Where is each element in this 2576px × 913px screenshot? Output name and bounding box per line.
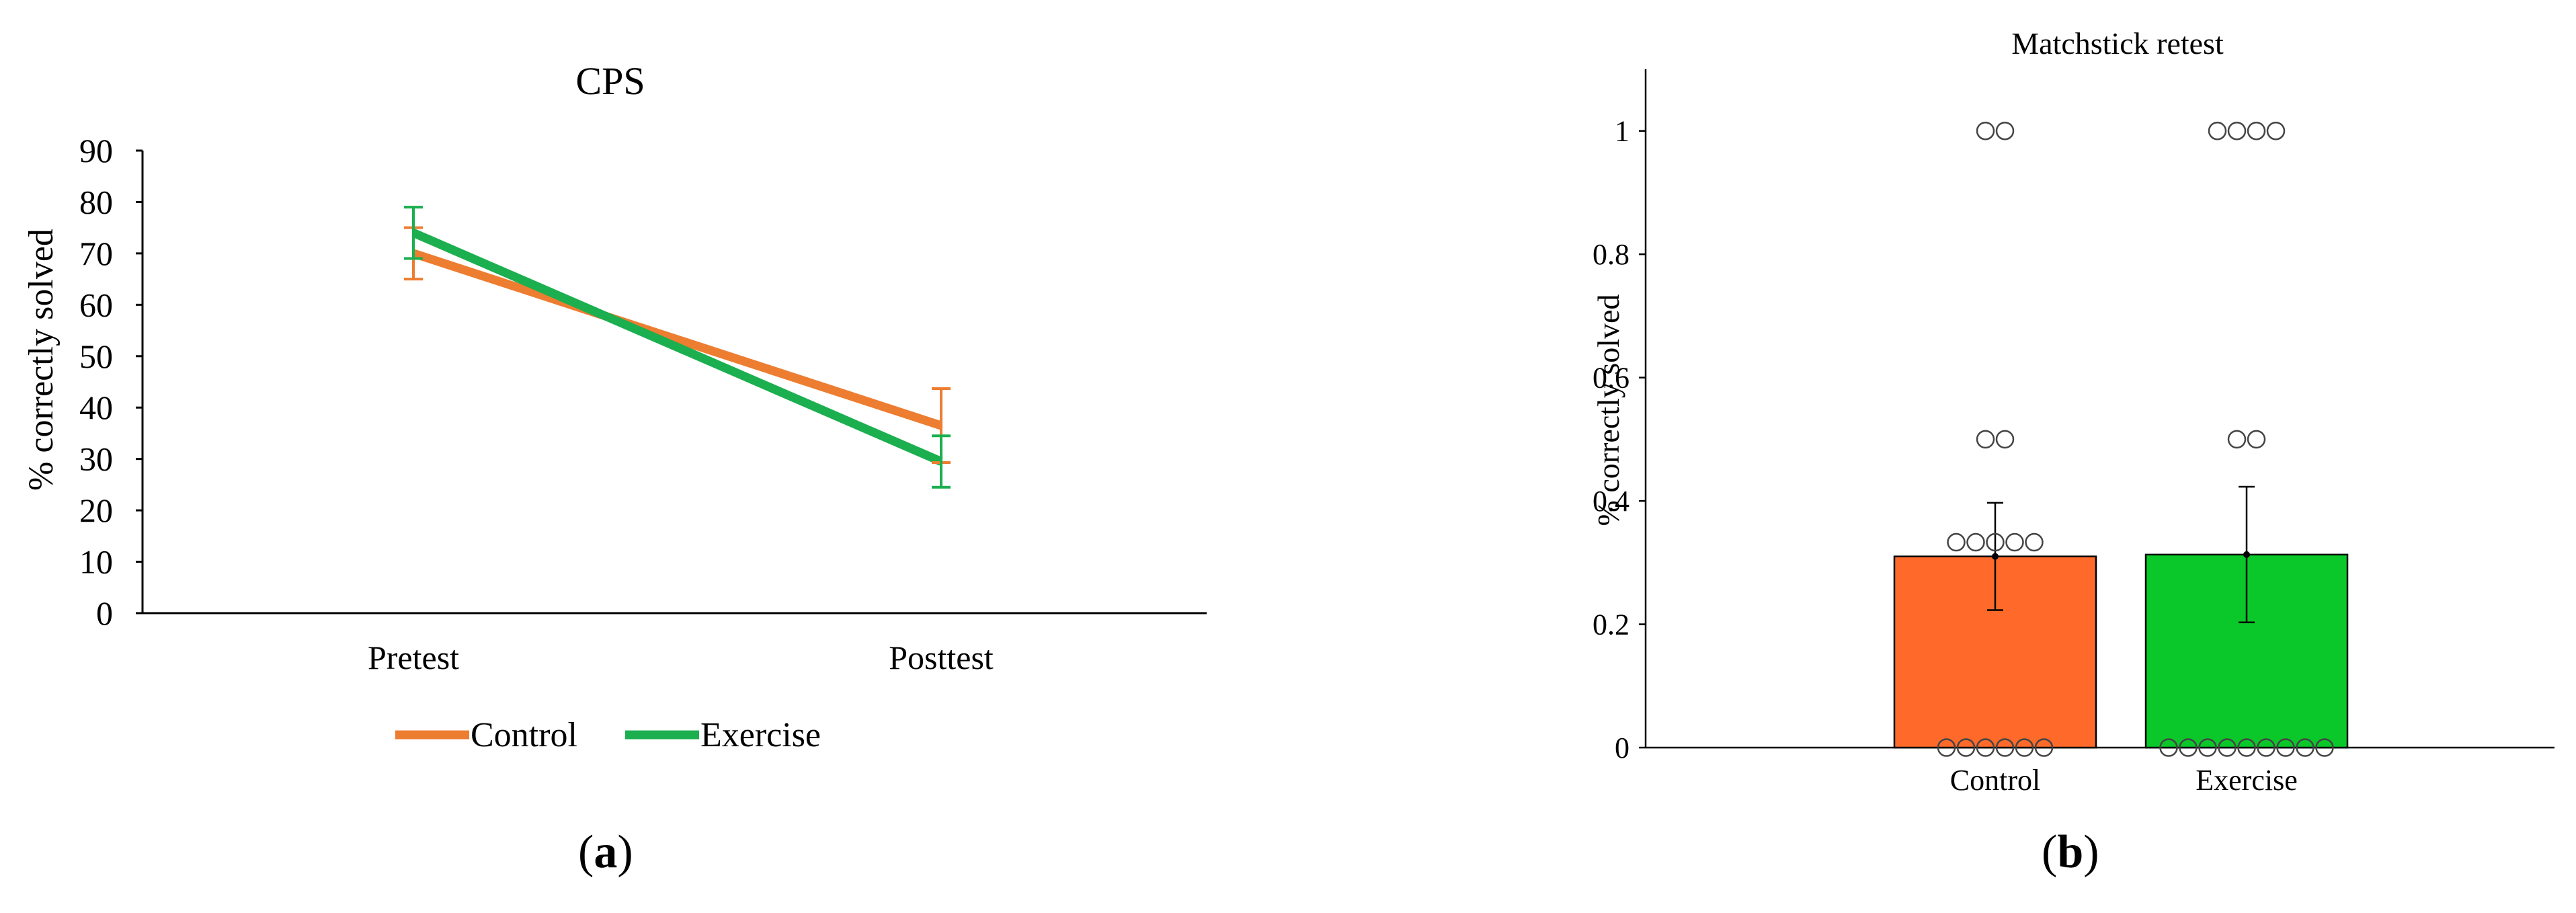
y-tick-label: 0.6 (1593, 362, 1629, 395)
series-line-control (411, 249, 943, 430)
data-point-exercise (2247, 430, 2266, 449)
data-point-exercise (2276, 738, 2295, 757)
data-point-control (1976, 121, 1995, 141)
panel-a-label-open: ( (578, 826, 594, 878)
data-point-exercise (2159, 738, 2178, 757)
y-tick-label: 80 (79, 183, 113, 221)
error-bar-exercise (2239, 485, 2255, 624)
y-axis-ticks: 0 0.2 0.4 0.6 0.8 1 (1593, 115, 1646, 764)
data-point-control (2025, 532, 2044, 552)
bar-exercise (2144, 553, 2349, 749)
y-tick-label: 40 (79, 389, 113, 426)
error-bars (1987, 485, 2255, 624)
x-axis-ticks: Control Exercise (1950, 764, 2298, 797)
bars (1893, 553, 2349, 749)
data-point-control (1995, 121, 2015, 141)
data-point-exercise (2315, 738, 2334, 757)
legend-label-control: Control (471, 716, 577, 754)
panel-a-label: (a) (578, 826, 633, 879)
chart-title: Matchstick retest (2011, 26, 2224, 61)
error-bar-exercise (932, 434, 951, 489)
data-point-exercise (2237, 738, 2256, 757)
error-bar-exercise (404, 206, 423, 260)
data-point-control (1986, 532, 2005, 552)
data-point-control (1966, 532, 1985, 552)
y-tick-label: 0 (96, 594, 113, 632)
error-bars (404, 206, 951, 489)
data-point-control (1937, 738, 1956, 757)
y-tick-label: 10 (79, 543, 113, 581)
data-point-exercise (2198, 738, 2217, 757)
x-tick-label: Control (1950, 764, 2040, 797)
panel-b-label-close: ) (2083, 826, 2099, 878)
y-axis-label: % correctly solved (22, 229, 61, 491)
data-point-exercise (2208, 121, 2227, 141)
y-tick-label: 1 (1615, 115, 1629, 148)
legend: Control Exercise (395, 716, 821, 754)
y-tick-label: 0.2 (1593, 608, 1629, 641)
y-tick-label: 50 (79, 338, 113, 375)
data-point-exercise (2296, 738, 2315, 757)
series-line-exercise (411, 229, 943, 466)
data-point-control (1976, 430, 1995, 449)
data-point-exercise (2218, 738, 2237, 757)
data-point-control (1976, 738, 1995, 757)
y-tick-label: 0 (1615, 731, 1629, 764)
data-point-exercise (2266, 121, 2286, 141)
data-point-control (1995, 738, 2015, 757)
data-point-control (1995, 430, 2015, 449)
x-tick-label: Exercise (2196, 764, 2297, 797)
y-tick-label: 0.8 (1593, 238, 1629, 271)
panel-b-label-open: ( (2042, 826, 2058, 878)
panel-b-label-letter: b (2057, 826, 2084, 878)
y-axis-label: % correctly solved (1591, 294, 1625, 526)
data-point-control (1947, 532, 1966, 552)
y-tick-label: 0.4 (1593, 485, 1629, 518)
cps-line-chart: CPS % correctly solved 0 10 20 30 40 50 60 70 80… (22, 59, 1207, 754)
x-axis-ticks: Pretest Posttest (368, 639, 994, 676)
series-lines (411, 229, 943, 466)
data-point-control (2015, 738, 2034, 757)
data-point-exercise (2227, 430, 2247, 449)
data-point-exercise (2247, 121, 2266, 141)
x-tick-label: Posttest (889, 639, 994, 676)
y-tick-label: 30 (79, 440, 113, 478)
individual-points (1937, 121, 2334, 757)
y-tick-label: 70 (79, 235, 113, 272)
data-point-control (2034, 738, 2054, 757)
legend-label-exercise: Exercise (700, 716, 821, 754)
data-point-control (1956, 738, 1976, 757)
chart-title: CPS (575, 59, 645, 103)
y-tick-label: 60 (79, 286, 113, 323)
x-tick-label: Pretest (368, 639, 459, 676)
panel-a-label-close: ) (617, 826, 633, 878)
y-tick-label: 20 (79, 491, 113, 529)
data-point-exercise (2257, 738, 2276, 757)
panel-a-label-letter: a (594, 826, 618, 878)
matchstick-bar-chart: Matchstick retest % correctly solved 0 0.… (1591, 26, 2554, 797)
y-axis-ticks: 0 10 20 30 40 50 60 70 80 90 (79, 132, 143, 632)
data-point-exercise (2179, 738, 2198, 757)
error-bar-control (1987, 502, 2003, 611)
panel-b-label: (b) (2042, 826, 2099, 879)
y-tick-label: 90 (79, 132, 113, 169)
data-point-exercise (2227, 121, 2247, 141)
data-point-control (2005, 532, 2024, 552)
